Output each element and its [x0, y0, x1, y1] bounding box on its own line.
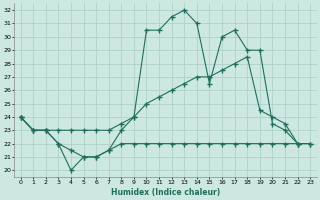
X-axis label: Humidex (Indice chaleur): Humidex (Indice chaleur): [111, 188, 220, 197]
